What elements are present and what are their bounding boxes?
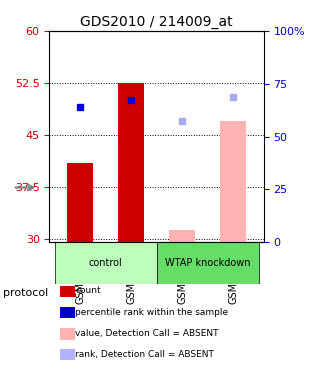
Bar <box>67 163 93 242</box>
Text: protocol: protocol <box>3 288 48 297</box>
Bar <box>220 121 246 242</box>
Bar <box>118 83 144 242</box>
Text: control: control <box>89 258 123 268</box>
Text: WTAP knockdown: WTAP knockdown <box>165 258 250 268</box>
Text: count: count <box>75 286 101 296</box>
Bar <box>60 350 75 361</box>
FancyBboxPatch shape <box>156 242 259 284</box>
Text: percentile rank within the sample: percentile rank within the sample <box>75 308 228 317</box>
Bar <box>169 230 195 242</box>
Bar <box>60 286 75 297</box>
Text: value, Detection Call = ABSENT: value, Detection Call = ABSENT <box>75 329 219 338</box>
Title: GDS2010 / 214009_at: GDS2010 / 214009_at <box>80 15 233 29</box>
Bar <box>60 307 75 318</box>
FancyBboxPatch shape <box>55 242 156 284</box>
Bar <box>60 328 75 339</box>
Text: rank, Detection Call = ABSENT: rank, Detection Call = ABSENT <box>75 350 214 359</box>
